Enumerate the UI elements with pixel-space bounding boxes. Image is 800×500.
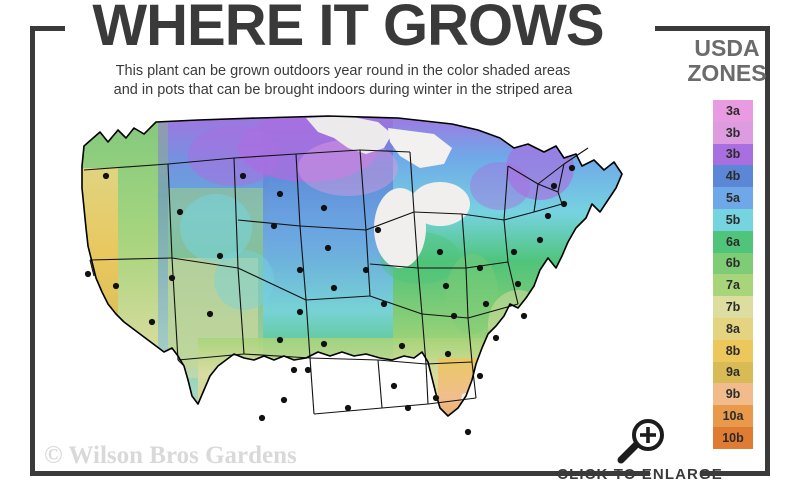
zone-swatch-10a-14: 10a bbox=[713, 405, 753, 427]
frame-top-right-border bbox=[655, 26, 770, 31]
country-outline bbox=[81, 115, 623, 417]
zone-swatch-5a-4: 5a bbox=[713, 187, 753, 209]
zone-swatch-5b-5: 5b bbox=[713, 208, 753, 231]
subtitle-line-2: and in pots that can be brought indoors … bbox=[113, 82, 573, 98]
legend-title-line-1: USDA bbox=[694, 35, 760, 61]
watermark: © Wilson Bros Gardens bbox=[44, 442, 297, 469]
zone-swatch-9a-12: 9a bbox=[713, 361, 753, 384]
zone-swatch-6a-6: 6a bbox=[713, 230, 753, 253]
page-title: WHERE IT GROWS bbox=[92, 0, 604, 58]
usda-zone-legend: 3a 3b 3b 4b 5a 5b 6a 6b 7a 7b 8a 8b 9a 9b 10a 10b bbox=[713, 100, 753, 449]
usda-hardiness-zone-map[interactable] bbox=[48, 108, 678, 458]
click-to-enlarge-label[interactable]: CLICK TO ENLARGE bbox=[557, 466, 723, 483]
zone-swatch-10b-15: 10b bbox=[713, 426, 753, 449]
zone-swatch-3a-0: 3a bbox=[713, 100, 753, 122]
zone-swatch-3b-1: 3b bbox=[713, 121, 753, 144]
zone-swatch-8a-10: 8a bbox=[713, 317, 753, 340]
legend-title-line-2: ZONES bbox=[687, 60, 767, 86]
zone-swatch-7a-8: 7a bbox=[713, 274, 753, 297]
frame-bottom-right-border bbox=[700, 471, 770, 476]
frame-bottom-border bbox=[30, 471, 650, 476]
state-boundaries bbox=[83, 147, 589, 415]
legend-title: USDA ZONES bbox=[672, 36, 782, 86]
map-location-dots bbox=[84, 164, 576, 436]
frame-top-left-border bbox=[30, 26, 65, 31]
zone-swatch-7b-9: 7b bbox=[713, 296, 753, 318]
magnifier-plus-icon[interactable] bbox=[617, 418, 669, 464]
frame-left-border bbox=[30, 26, 35, 476]
zone-swatch-6b-7: 6b bbox=[713, 252, 753, 275]
zone-swatch-9b-13: 9b bbox=[713, 383, 753, 406]
zone-swatch-4b-3: 4b bbox=[713, 165, 753, 188]
zone-swatch-8b-11: 8b bbox=[713, 339, 753, 362]
frame-right-border bbox=[765, 26, 770, 476]
subtitle-line-1: This plant can be grown outdoors year ro… bbox=[115, 63, 571, 79]
map-zone-fills bbox=[82, 116, 622, 416]
zone-swatch-3b-2: 3b bbox=[713, 143, 753, 166]
subtitle: This plant can be grown outdoors year ro… bbox=[48, 62, 638, 100]
